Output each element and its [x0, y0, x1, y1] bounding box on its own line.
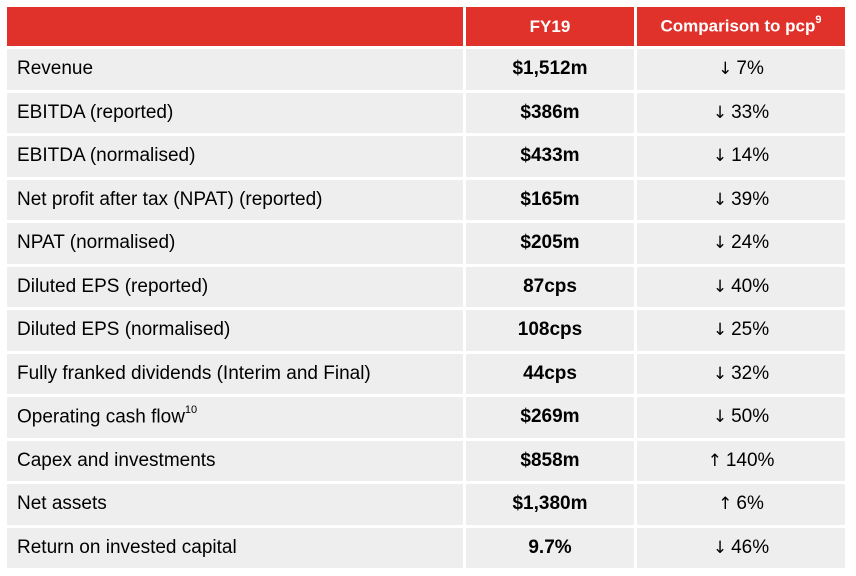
table-row: Fully franked dividends (Interim and Fin…	[7, 353, 845, 397]
comparison-cell: ↑ 6%	[637, 484, 845, 528]
comparison-cell: ↓ 25%	[637, 310, 845, 354]
financial-summary-table-container: FY19 Comparison to pcp9 Revenue $1,512m ↓ 7…	[7, 7, 845, 571]
metric-label: Return on invested capital	[17, 536, 237, 558]
fy19-value: $1,512m	[466, 49, 637, 93]
metric-label: NPAT (normalised)	[17, 232, 176, 254]
metric-footnote: 10	[184, 404, 198, 417]
metric-cell: Return on invested capital	[7, 527, 466, 571]
comparison-cell: ↓ 24%	[637, 223, 845, 267]
arrow-down-icon: ↓	[712, 363, 728, 384]
arrow-down-icon: ↓	[718, 59, 733, 80]
comparison-cell: ↓ 50%	[637, 397, 845, 441]
comparison-cell: ↓ 32%	[637, 353, 845, 397]
comparison-value: 25%	[731, 319, 770, 341]
comparison-cell: ↓ 46%	[637, 527, 845, 571]
table-row: Operating cash flow10 $269m ↓ 50%	[7, 397, 845, 441]
metric-cell: Diluted EPS (normalised)	[7, 310, 466, 354]
comparison-value: 32%	[731, 362, 770, 384]
table-row: Revenue $1,512m ↓ 7%	[7, 49, 845, 93]
fy19-value: $1,380m	[466, 484, 637, 528]
table-row: Return on invested capital 9.7% ↓ 46%	[7, 527, 845, 571]
header-comparison: Comparison to pcp9	[637, 7, 845, 49]
table-row: Net profit after tax (NPAT) (reported) $1…	[7, 179, 845, 223]
table-row: Diluted EPS (reported) 87cps ↓ 40%	[7, 266, 845, 310]
comparison-value: 140%	[725, 449, 775, 471]
metric-cell: NPAT (normalised)	[7, 223, 466, 267]
arrow-down-icon: ↓	[712, 537, 728, 558]
table-row: Net assets $1,380m ↑ 6%	[7, 484, 845, 528]
metric-cell: Net profit after tax (NPAT) (reported)	[7, 179, 466, 223]
metric-label: Capex and investments	[17, 449, 216, 471]
arrow-down-icon: ↓	[712, 146, 728, 167]
arrow-down-icon: ↓	[712, 189, 728, 210]
comparison-value: 50%	[731, 406, 770, 428]
comparison-cell: ↓ 40%	[637, 266, 845, 310]
table-row: Capex and investments $858m ↑ 140%	[7, 440, 845, 484]
financial-summary-table: FY19 Comparison to pcp9 Revenue $1,512m ↓ 7…	[7, 7, 845, 571]
comparison-value: 39%	[731, 188, 770, 210]
metric-cell: Fully franked dividends (Interim and Fin…	[7, 353, 466, 397]
fy19-value: $858m	[466, 440, 637, 484]
comparison-value: 40%	[731, 275, 770, 297]
arrow-down-icon: ↓	[712, 320, 728, 341]
metric-label: Fully franked dividends (Interim and Fin…	[17, 362, 371, 384]
table-row: EBITDA (normalised) $433m ↓ 14%	[7, 136, 845, 180]
arrow-down-icon: ↓	[712, 407, 728, 428]
header-comparison-footnote: 9	[815, 14, 822, 27]
header-comparison-label: Comparison to pcp	[660, 16, 816, 36]
metric-cell: Operating cash flow10	[7, 397, 466, 441]
table-row: NPAT (normalised) $205m ↓ 24%	[7, 223, 845, 267]
comparison-value: 46%	[731, 536, 770, 558]
arrow-up-icon: ↑	[707, 450, 722, 471]
metric-cell: Diluted EPS (reported)	[7, 266, 466, 310]
table-row: Diluted EPS (normalised) 108cps ↓ 25%	[7, 310, 845, 354]
fy19-value: $165m	[466, 179, 637, 223]
header-row: FY19 Comparison to pcp9	[7, 7, 845, 49]
header-metric	[7, 7, 466, 49]
metric-label: Operating cash flow	[17, 406, 185, 428]
comparison-value: 14%	[731, 145, 770, 167]
metric-cell: Net assets	[7, 484, 466, 528]
comparison-cell: ↓ 14%	[637, 136, 845, 180]
metric-label: Diluted EPS (reported)	[17, 275, 209, 297]
comparison-cell: ↓ 7%	[637, 49, 845, 93]
metric-label: Diluted EPS (normalised)	[17, 319, 231, 341]
fy19-value: 9.7%	[466, 527, 637, 571]
metric-label: Net profit after tax (NPAT) (reported)	[17, 188, 323, 210]
arrow-up-icon: ↑	[718, 494, 733, 515]
metric-label: EBITDA (reported)	[17, 101, 174, 123]
fy19-value: 44cps	[466, 353, 637, 397]
comparison-value: 6%	[736, 493, 764, 515]
fy19-value: $205m	[466, 223, 637, 267]
metric-label: Net assets	[17, 493, 107, 515]
arrow-down-icon: ↓	[712, 102, 728, 123]
fy19-value: $433m	[466, 136, 637, 180]
metric-label: EBITDA (normalised)	[17, 145, 196, 167]
comparison-cell: ↓ 39%	[637, 179, 845, 223]
fy19-value: 87cps	[466, 266, 637, 310]
comparison-value: 33%	[731, 101, 770, 123]
fy19-value: $386m	[466, 92, 637, 136]
metric-cell: Revenue	[7, 49, 466, 93]
metric-label: Revenue	[17, 58, 94, 80]
comparison-cell: ↑ 140%	[637, 440, 845, 484]
comparison-value: 7%	[736, 58, 764, 80]
comparison-value: 24%	[731, 232, 770, 254]
metric-cell: Capex and investments	[7, 440, 466, 484]
fy19-value: 108cps	[466, 310, 637, 354]
comparison-cell: ↓ 33%	[637, 92, 845, 136]
metric-cell: EBITDA (normalised)	[7, 136, 466, 180]
metric-cell: EBITDA (reported)	[7, 92, 466, 136]
header-fy19: FY19	[466, 7, 637, 49]
arrow-down-icon: ↓	[712, 276, 728, 297]
table-body: Revenue $1,512m ↓ 7% EBITDA (reported) $386m ↓…	[7, 49, 845, 571]
arrow-down-icon: ↓	[712, 233, 728, 254]
table-row: EBITDA (reported) $386m ↓ 33%	[7, 92, 845, 136]
fy19-value: $269m	[466, 397, 637, 441]
